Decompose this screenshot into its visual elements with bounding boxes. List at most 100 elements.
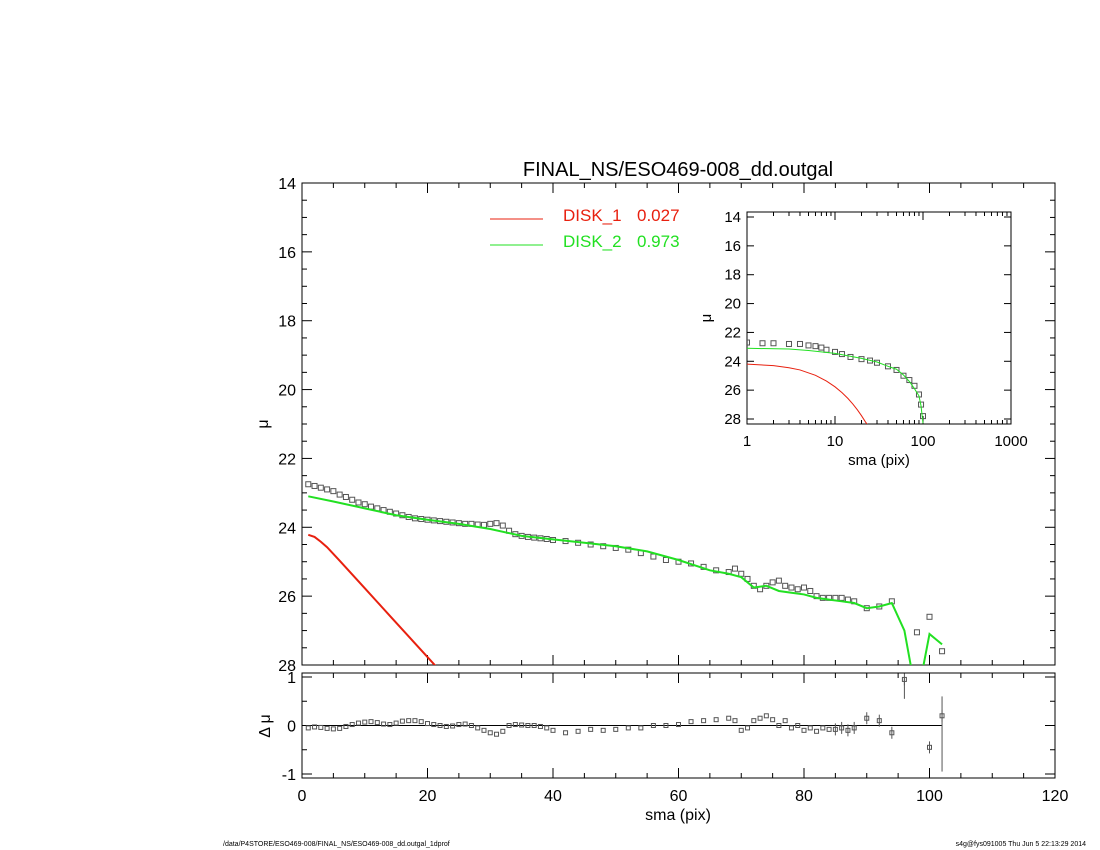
residual-point: [663, 723, 669, 728]
inset-data-point: [884, 363, 891, 370]
data-point: [317, 484, 324, 491]
res-xtick-label: 80: [795, 788, 813, 805]
inset-data-point: [900, 372, 907, 379]
res-xtick-label: 120: [1042, 788, 1069, 805]
res-xtick-label: 40: [544, 788, 562, 805]
data-point: [662, 556, 669, 563]
residual-point: [343, 723, 349, 729]
residual-point: [820, 725, 826, 731]
residual-point: [305, 725, 311, 731]
inset-data-point: [893, 366, 900, 373]
residual-point: [782, 718, 788, 724]
data-point: [493, 520, 500, 527]
res-ylabel: Δ μ: [257, 714, 274, 737]
residual-point: [701, 718, 707, 724]
data-point: [738, 570, 745, 577]
inset-data-point: [805, 342, 812, 349]
residual-point: [757, 715, 763, 721]
residual-point: [349, 722, 355, 728]
residual-point: [337, 725, 343, 731]
residual-point: [732, 718, 738, 724]
inset-ytick-label: 22: [724, 324, 741, 341]
residual-point: [763, 713, 769, 719]
residual-point: [688, 719, 694, 725]
residual-point: [487, 730, 493, 736]
data-point: [600, 543, 607, 550]
residual-point: [312, 724, 318, 730]
data-point: [499, 522, 506, 529]
inset-panel: 14 16 18 20 22 24 26 281 10 100 1000 sma (pix) μ: [698, 209, 1028, 469]
residual-point: [462, 721, 468, 727]
data-point: [769, 579, 776, 586]
res-xtick-label: 20: [419, 788, 437, 805]
legend-value: 0.973: [637, 232, 680, 251]
main-ytick-label: 28: [278, 658, 296, 675]
residual-point: [399, 718, 405, 724]
residual-point: [387, 722, 393, 728]
main-ylabel: μ: [255, 419, 272, 428]
residual-point: [638, 725, 644, 731]
residual-point: [795, 723, 801, 728]
residual-point: [876, 718, 882, 724]
inset-ylabel: μ: [698, 314, 715, 323]
residual-point: [575, 728, 581, 734]
chart-title: FINAL_NS/ESO469-008_dd.outgal: [523, 159, 833, 181]
residual-point: [851, 725, 857, 731]
inset-data-point: [812, 343, 819, 350]
data-point: [939, 648, 946, 655]
residual-point: [431, 722, 437, 728]
residual-point: [525, 723, 531, 728]
residual-point: [418, 719, 424, 725]
data-point: [650, 553, 657, 560]
series-line-disk-2: [308, 495, 943, 665]
residual-point: [437, 723, 443, 728]
inset-xtick-label: 10: [827, 433, 844, 450]
residual-point: [544, 725, 550, 731]
legend-label: DISK_1: [563, 206, 622, 225]
data-point: [355, 499, 362, 506]
residual-point: [745, 725, 751, 731]
x-axis-label: sma (pix): [645, 807, 711, 824]
main-plot-area: [305, 481, 946, 665]
residual-point: [475, 725, 481, 731]
footer-path: /data/P4STORE/ESO469-008/FINAL_NS/ESO469…: [223, 841, 450, 848]
residual-point: [450, 723, 456, 729]
res-xtick-label: 0: [298, 788, 307, 805]
residual-point: [814, 728, 820, 734]
residual-point: [832, 726, 838, 732]
inset-data-point: [796, 340, 803, 347]
residual-point: [927, 744, 932, 750]
res-xtick-label: 60: [670, 788, 688, 805]
res-plot-area: [302, 673, 945, 772]
residual-point: [362, 719, 368, 725]
inset-data-point: [759, 340, 766, 347]
residual-point: [500, 728, 506, 734]
residual-point: [324, 725, 330, 731]
inset-data-point: [920, 413, 926, 420]
inset-data-point: [770, 340, 777, 347]
residual-point: [864, 715, 870, 721]
main-ytick-label: 20: [278, 383, 296, 400]
residual-point: [456, 722, 462, 728]
inset-xtick-label: 100: [910, 433, 935, 450]
data-point: [788, 584, 795, 591]
residual-point: [839, 725, 845, 731]
main-ytick-label: 26: [278, 589, 296, 606]
residual-point: [330, 726, 336, 732]
residual-point: [807, 725, 813, 731]
residual-point: [406, 718, 412, 724]
legend-label: DISK_2: [563, 232, 622, 251]
inset-data-point: [785, 340, 792, 347]
residual-point: [381, 721, 387, 727]
inset-frame: [746, 211, 1012, 425]
residual-point: [481, 727, 487, 733]
residual-point: [613, 726, 619, 732]
inset-xtick-label: 1000: [994, 433, 1027, 450]
residual-point: [889, 730, 895, 736]
main-ytick-label: 16: [278, 245, 296, 262]
data-point: [782, 582, 789, 589]
residual-point: [494, 731, 500, 737]
legend-value: 0.027: [637, 206, 680, 225]
inset-ytick-label: 18: [724, 267, 741, 284]
